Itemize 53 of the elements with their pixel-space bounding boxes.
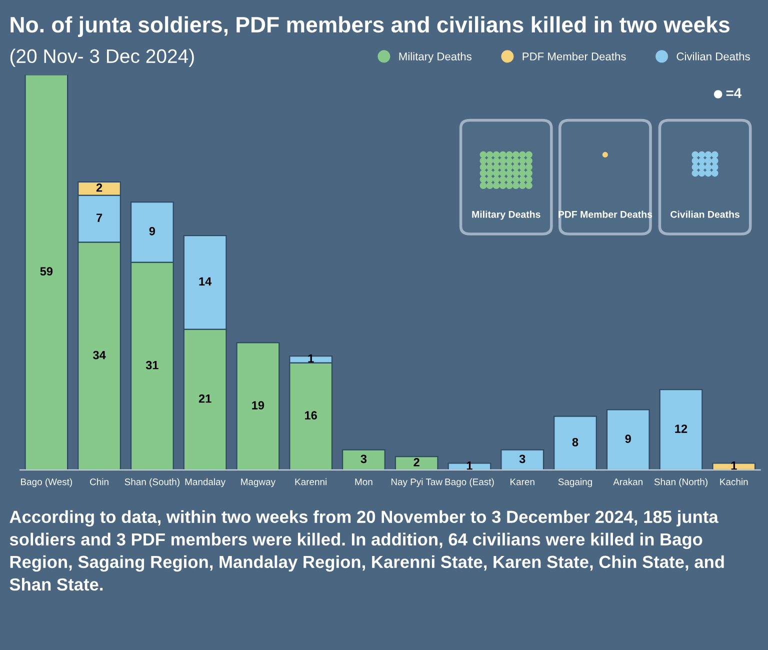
data-label: 59 <box>40 267 53 276</box>
data-label: 3 <box>360 454 367 464</box>
bar <box>712 462 756 470</box>
data-label: 8 <box>572 438 578 446</box>
x-tick-label: Karen <box>510 478 534 486</box>
annotation: PDF Member Deaths <box>558 210 652 218</box>
data-label: 16 <box>305 411 317 420</box>
data-label: 19 <box>252 401 264 410</box>
data-label: 7 <box>96 214 102 222</box>
x-tick-label: Sagaing <box>558 478 592 488</box>
chart-subtitle: (20 Nov- 3 Dec 2024) <box>10 48 194 67</box>
annotation: =4 <box>726 88 742 98</box>
data-label: 1 <box>308 354 314 362</box>
bar <box>342 449 386 470</box>
x-tick-label: Bago (East) <box>445 478 494 488</box>
data-label: 1 <box>466 462 472 470</box>
x-tick-label: Shan (South) <box>124 478 180 488</box>
data-label: 34 <box>93 350 106 360</box>
bar <box>659 389 703 470</box>
annotation: Civilian Deaths <box>670 210 740 218</box>
data-label: 31 <box>146 360 158 370</box>
x-tick-label: Bago (West) <box>21 478 72 488</box>
x-tick-label: Nay Pyi Taw <box>391 478 443 488</box>
bar <box>606 409 650 470</box>
legend-label: Civilian Deaths <box>676 52 750 60</box>
x-tick-label: Mandalay <box>185 478 226 488</box>
data-label: 9 <box>625 434 631 443</box>
data-label: 21 <box>198 394 212 403</box>
x-tick-label: Karenni <box>295 478 326 486</box>
data-label: 2 <box>96 183 102 192</box>
data-label: 1 <box>731 462 737 470</box>
bar <box>554 416 597 470</box>
data-label: 2 <box>414 458 420 466</box>
x-tick-label: Magway <box>241 478 276 488</box>
data-label: 14 <box>199 277 212 286</box>
bar <box>394 456 438 470</box>
bar <box>24 74 68 470</box>
bar <box>448 462 492 470</box>
data-label: 12 <box>675 424 688 433</box>
data-label: 9 <box>149 226 156 236</box>
x-tick-label: Kachin <box>720 478 748 486</box>
text: According to data, within two weeks from 20 November to 3 December 2024, 185 junta soldiers and 3 PDF members were killed. In addition, 64 civilians were killed in Bago Region, Sagaing Region, Mandalay Region, Karenni State, Karen State, Chin State, and Shan State. <box>10 510 724 591</box>
bar <box>236 342 280 470</box>
legend-label: Military Deaths <box>399 52 472 63</box>
data-label: 3 <box>519 454 526 464</box>
x-tick-label: Arakan <box>613 478 642 486</box>
x-tick-label: Mon <box>355 478 372 486</box>
annotation: Military Deaths <box>472 210 540 220</box>
x-tick-label: Chin <box>90 478 108 486</box>
bar <box>500 449 544 470</box>
legend-label: PDF Member Deaths <box>522 52 626 60</box>
chart-title: No. of junta soldiers, PDF members and civilians killed in two weeks <box>10 16 730 37</box>
x-tick-label: Shan (North) <box>654 478 708 488</box>
